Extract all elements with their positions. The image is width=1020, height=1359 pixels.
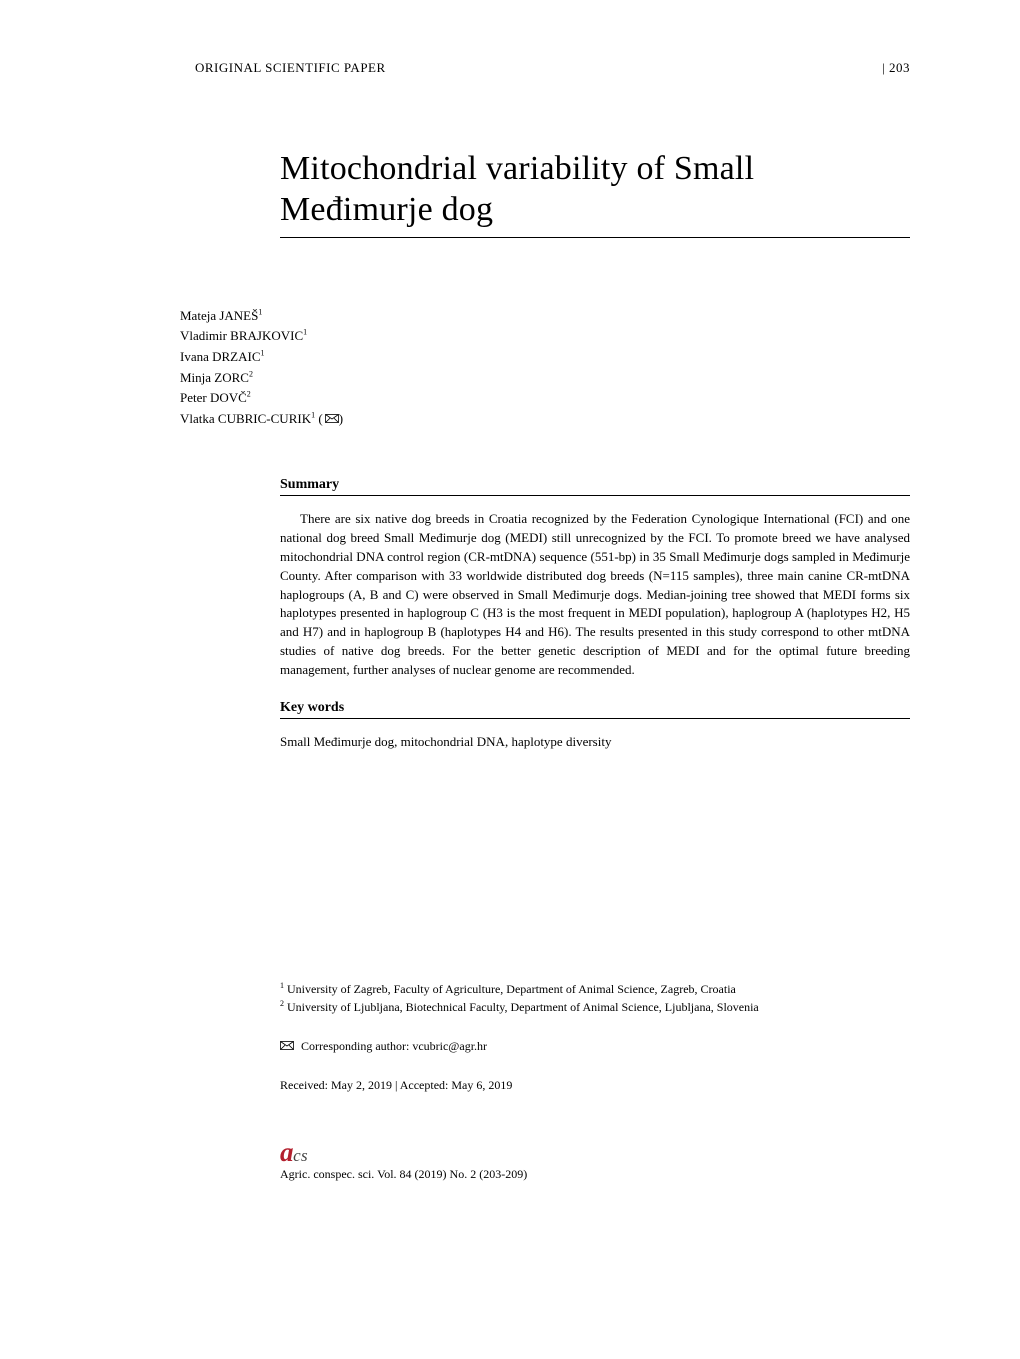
envelope-icon [325,410,339,429]
keywords-heading: Key words [280,700,910,718]
author-name: Ivana DRZAIC [180,349,261,364]
author-sup: 1 [311,410,315,419]
author-item: Ivana DRZAIC1 [180,347,910,368]
author-sup: 1 [258,308,262,317]
keywords-text: Small Međimurje dog, mitochondrial DNA, … [280,733,910,752]
paper-title: Mitochondrial variability of Small Međim… [280,148,910,231]
affiliation-item: 2 University of Ljubljana, Biotechnical … [280,998,910,1017]
journal-logo: acs [280,1139,910,1166]
section-rule [280,718,910,719]
paper-category: ORIGINAL SCIENTIFIC PAPER [195,60,386,76]
corresponding-author: Corresponding author: vcubric@agr.hr [280,1039,910,1054]
page-footer: acs Agric. conspec. sci. Vol. 84 (2019) … [280,1139,910,1182]
author-name: Peter DOVČ [180,390,247,405]
author-name: Vlatka CUBRIC-CURIK [180,411,311,426]
author-name: Vladimir BRAJKOVIC [180,328,303,343]
corresponding-label: Corresponding author: [298,1039,412,1053]
envelope-icon [280,1039,294,1054]
affiliations-list: 1 University of Zagreb, Faculty of Agric… [280,980,910,1017]
author-name: Minja ZORC [180,370,249,385]
citation-line: Agric. conspec. sci. Vol. 84 (2019) No. … [280,1167,910,1182]
title-rule [280,237,910,238]
summary-section: Summary There are six native dog breeds … [280,477,910,680]
author-sup: 1 [261,349,265,358]
authors-list: Mateja JANEŠ1 Vladimir BRAJKOVIC1 Ivana … [180,306,910,429]
author-item: Mateja JANEŠ1 [180,306,910,327]
publication-dates: Received: May 2, 2019 | Accepted: May 6,… [280,1078,910,1093]
author-sup: 2 [249,369,253,378]
title-block: Mitochondrial variability of Small Međim… [280,148,910,238]
page-header: ORIGINAL SCIENTIFIC PAPER | 203 [110,60,910,76]
author-sup: 1 [303,328,307,337]
affiliation-text: University of Ljubljana, Biotechnical Fa… [284,1000,759,1014]
author-item: Vladimir BRAJKOVIC1 [180,326,910,347]
keywords-section: Key words Small Međimurje dog, mitochond… [280,700,910,752]
corresponding-email: vcubric@agr.hr [412,1039,487,1053]
author-sup: 2 [247,390,251,399]
affiliation-item: 1 University of Zagreb, Faculty of Agric… [280,980,910,999]
affiliation-text: University of Zagreb, Faculty of Agricul… [284,982,736,996]
summary-heading: Summary [280,477,910,495]
summary-text: There are six native dog breeds in Croat… [280,510,910,680]
author-name: Mateja JANEŠ [180,308,258,323]
author-item: Vlatka CUBRIC-CURIK1 () [180,409,910,430]
logo-letters-cs: cs [293,1146,308,1165]
page-number: | 203 [882,60,910,76]
author-item: Peter DOVČ2 [180,388,910,409]
author-item: Minja ZORC2 [180,368,910,389]
logo-letter-a: a [280,1137,293,1167]
section-rule [280,495,910,496]
